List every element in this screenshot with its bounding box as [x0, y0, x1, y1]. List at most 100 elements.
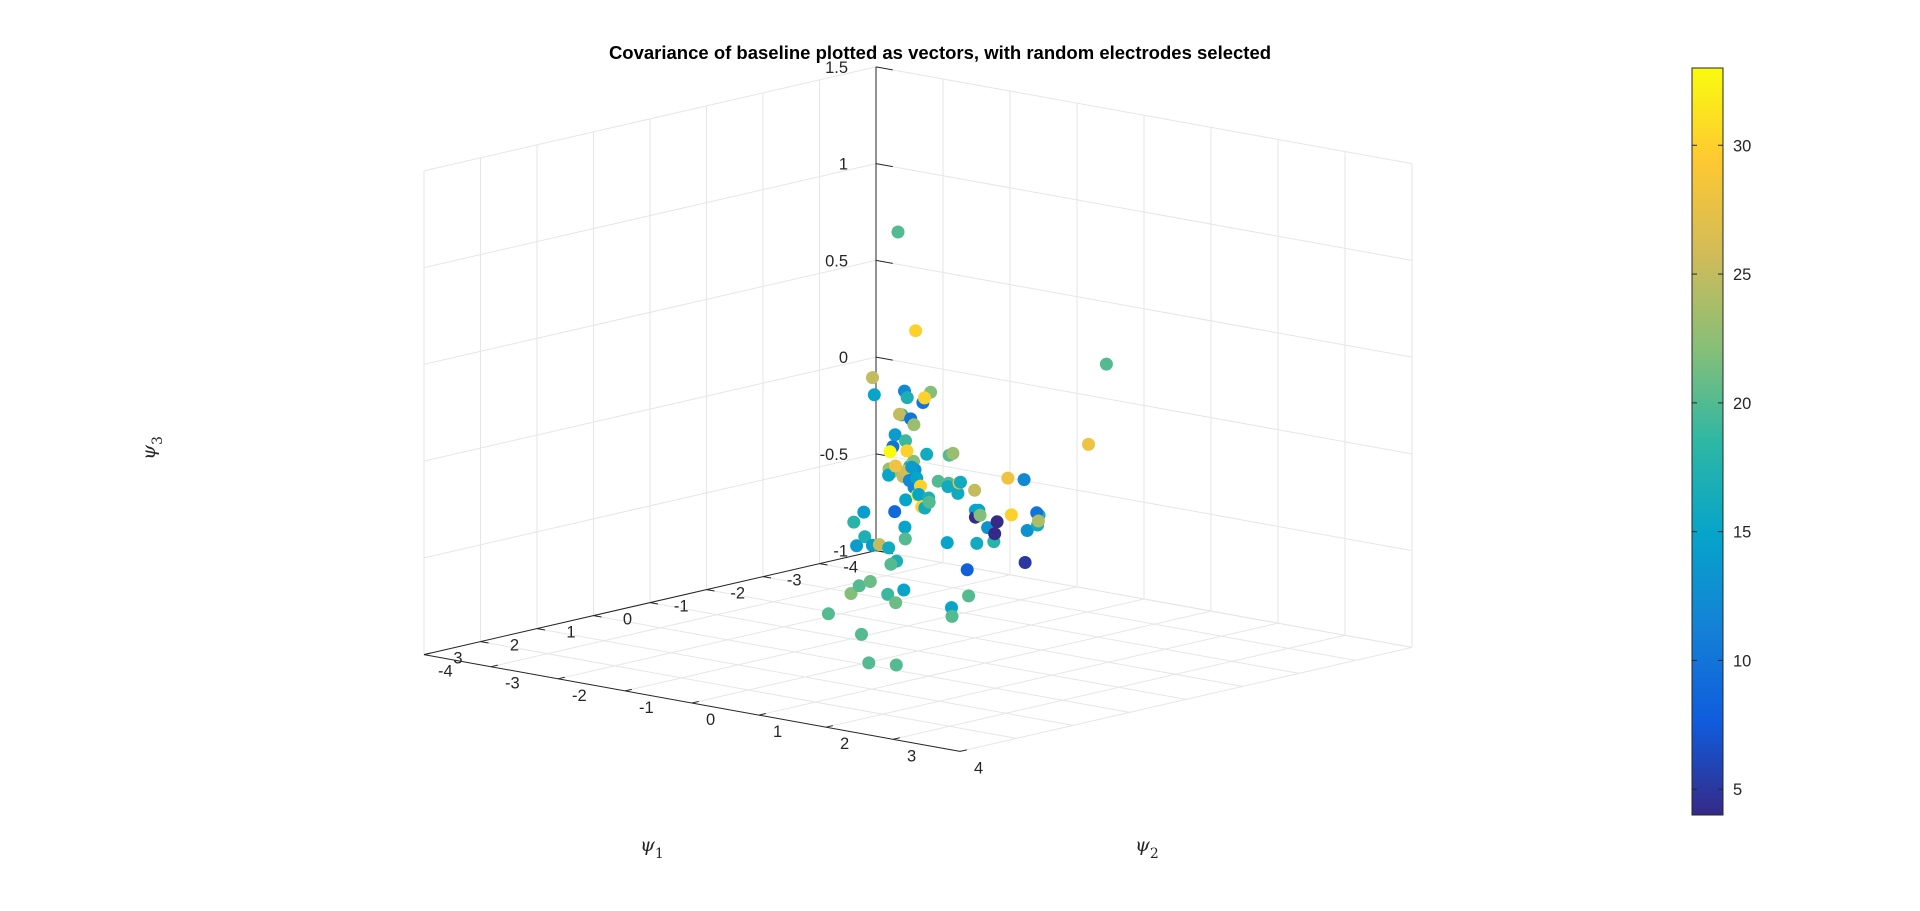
- x-tick-mark: [649, 602, 659, 605]
- x-axis-label-subscript: 1: [655, 846, 664, 862]
- scatter-point: [850, 539, 864, 553]
- wall-gridline-z: [875, 66, 1413, 165]
- scatter-point: [855, 627, 868, 641]
- scatter-point: [962, 589, 976, 603]
- scatter-point: [893, 407, 906, 421]
- floor-gridline-y: [825, 622, 1279, 728]
- y-axis-label-subscript: 2: [1150, 846, 1159, 862]
- y-tick-mark: [624, 688, 632, 692]
- y-tick-mark: [892, 737, 900, 740]
- colorbar-tick-label: 25: [1733, 266, 1751, 284]
- z-axis-label-symbol: ψ: [138, 444, 160, 460]
- z-tick-mark: [875, 259, 893, 264]
- colorbar-tick-label: 15: [1733, 524, 1751, 542]
- scatter-point: [1082, 437, 1095, 451]
- floor-gridline-y: [624, 586, 1078, 692]
- tick-marks: [423, 66, 967, 752]
- data-points: [821, 225, 1113, 672]
- scatter-point: [973, 508, 987, 522]
- scatter-point: [866, 371, 879, 385]
- scatter-point: [946, 446, 960, 460]
- colorbar-tick-label: 5: [1733, 781, 1742, 799]
- scatter-point: [884, 557, 898, 571]
- colorbar-ticks: 5 10 15 20 25 30: [1692, 137, 1751, 799]
- scatter-point: [881, 587, 895, 601]
- y-tick-label: 2: [840, 735, 849, 753]
- scatter-point: [1031, 514, 1045, 528]
- scatter-point: [900, 391, 914, 405]
- scatter-point: [1099, 357, 1113, 371]
- scatter-point: [899, 434, 912, 448]
- scatter-point: [821, 607, 835, 621]
- scatter-point: [889, 596, 903, 610]
- x-tick-label: -3: [787, 572, 802, 590]
- floor-gridline-y: [758, 610, 1212, 716]
- scatter-point: [900, 444, 914, 458]
- y-tick-mark: [423, 652, 431, 656]
- colorbar-tick-label: 30: [1733, 137, 1751, 155]
- z-tick-label: 0.5: [825, 252, 848, 270]
- y-tick-label: 3: [907, 747, 916, 765]
- scatter-point: [960, 563, 974, 577]
- scatter-point: [1018, 556, 1032, 569]
- scatter-point: [909, 324, 923, 338]
- wall-gridline-z: [875, 453, 1413, 552]
- scatter-point: [918, 391, 931, 405]
- floor-gridline-y: [959, 646, 1413, 752]
- scatter-point: [899, 493, 913, 507]
- y-tick-label: 4: [974, 759, 983, 777]
- scatter-point: [897, 583, 911, 597]
- scatter-point: [889, 658, 903, 672]
- z-tick-label: 1: [839, 156, 848, 174]
- scatter-point: [1004, 508, 1018, 522]
- floor-gridline-y: [691, 598, 1145, 704]
- scatter-point: [912, 488, 926, 501]
- scatter-point: [1020, 524, 1034, 537]
- floor-gridline-y: [557, 574, 1011, 680]
- y-tick-mark: [557, 676, 565, 680]
- y-tick-label: -4: [438, 663, 453, 681]
- z-tick-label: -1: [833, 543, 848, 561]
- scatter-point: [891, 225, 905, 239]
- axis-lines: [423, 66, 961, 752]
- scatter-point: [1001, 471, 1015, 485]
- scatter-point: [867, 388, 881, 402]
- x-tick-label: -2: [730, 585, 745, 603]
- x-tick-mark: [593, 615, 602, 618]
- y-tick-label: 1: [773, 723, 782, 741]
- scatter-point: [858, 530, 872, 544]
- scatter-point: [905, 460, 919, 474]
- y-tick-mark: [490, 664, 498, 668]
- colorbar-gradient: [1691, 67, 1724, 816]
- scatter-point: [945, 609, 959, 623]
- scatter-point: [970, 536, 984, 550]
- x-axis-label: ψ1: [640, 834, 664, 862]
- x-tick-mark: [706, 589, 715, 592]
- scatter-point: [847, 515, 861, 529]
- scatter-point: [954, 475, 967, 489]
- scatter-point: [862, 656, 876, 670]
- scatter-point: [898, 532, 912, 546]
- scatter-point: [888, 505, 902, 519]
- x-tick-label: 1: [566, 624, 575, 642]
- z-tick-label: 1.5: [825, 59, 848, 77]
- y-axis-label-symbol: ψ: [1135, 834, 1151, 856]
- x-tick-label: 3: [453, 650, 462, 668]
- colorbar-tick-label: 10: [1733, 652, 1751, 670]
- scatter-point: [988, 527, 1002, 541]
- z-tick-mark: [875, 163, 893, 168]
- colorbar: 5 10 15 20 25 30: [1691, 67, 1751, 816]
- x-tick-mark: [819, 563, 828, 566]
- scatter-point: [888, 459, 902, 473]
- x-tick-label: 0: [623, 611, 632, 629]
- scatter-point: [990, 515, 1004, 529]
- z-tick-label: 0: [839, 349, 848, 367]
- z-axis-label: ψ3: [138, 436, 166, 460]
- scatter-point: [907, 418, 921, 432]
- y-tick-mark: [758, 713, 766, 716]
- scatter-point: [844, 587, 858, 600]
- z-axis-label-subscript: 3: [150, 436, 166, 445]
- y-tick-label: -1: [639, 699, 654, 717]
- scatter-point: [920, 447, 934, 461]
